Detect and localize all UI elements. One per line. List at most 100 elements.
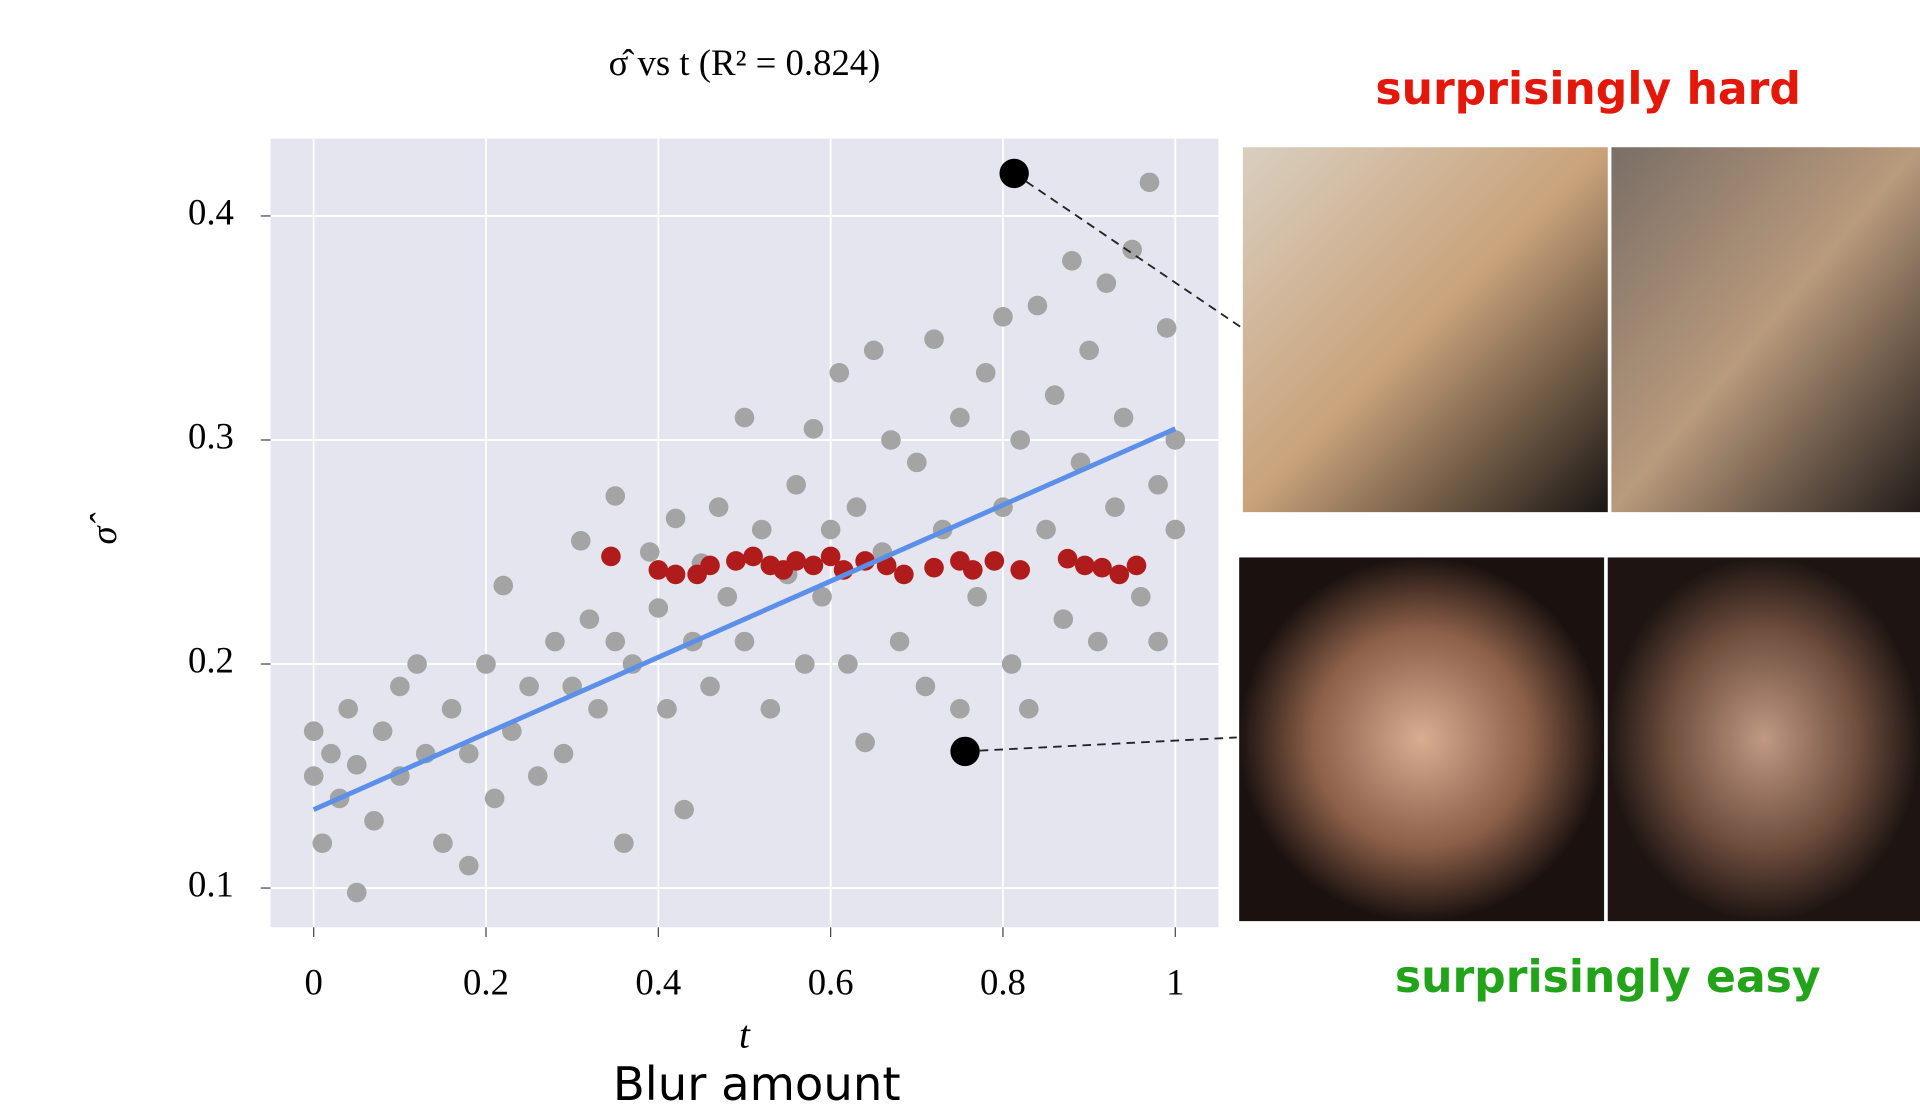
point [846, 497, 867, 517]
point [303, 721, 324, 742]
connector [965, 736, 1237, 753]
point [614, 833, 634, 854]
point [820, 519, 841, 540]
point [1148, 631, 1168, 652]
point [476, 654, 496, 674]
y-tick-label: 0.3 [188, 415, 234, 456]
face-photo [1242, 147, 1608, 513]
point [1087, 631, 1108, 652]
point [786, 551, 806, 571]
highlight-point [950, 736, 980, 767]
point [346, 755, 367, 775]
point [924, 557, 944, 578]
point [1010, 430, 1030, 450]
point [553, 743, 574, 764]
point [838, 654, 858, 674]
point [829, 362, 850, 383]
point [441, 699, 462, 719]
point [458, 855, 479, 876]
point [751, 519, 772, 540]
x-tick-label: 0.2 [463, 961, 509, 1002]
point [1165, 430, 1186, 450]
point [700, 676, 720, 697]
point [433, 833, 453, 854]
point [665, 564, 686, 585]
point [570, 531, 591, 551]
point [975, 362, 996, 383]
point [346, 882, 367, 903]
point [950, 407, 970, 428]
point [1156, 318, 1177, 338]
point [545, 631, 565, 652]
point [924, 329, 944, 349]
point [1036, 519, 1056, 540]
y-axis-label: σ̂ [83, 512, 124, 544]
plot-area [270, 138, 1219, 928]
point [657, 699, 677, 719]
point [1122, 239, 1143, 260]
caption: Blur amount [613, 1057, 901, 1110]
point [1109, 564, 1130, 585]
point [648, 598, 669, 618]
point [993, 306, 1013, 327]
point [708, 497, 729, 517]
point [1092, 557, 1112, 578]
point [312, 833, 333, 854]
point [579, 609, 600, 630]
point [1096, 273, 1117, 293]
point [950, 699, 970, 719]
point [795, 654, 815, 674]
point [820, 546, 841, 567]
x-tick-label: 0.6 [808, 961, 854, 1002]
point [734, 631, 755, 652]
point [894, 564, 914, 585]
point [1126, 555, 1147, 576]
point [665, 508, 686, 529]
x-tick-label: 0.8 [980, 961, 1026, 1002]
point [812, 587, 832, 607]
annotation: surprisingly hard [1375, 64, 1801, 115]
point [601, 546, 621, 567]
point [803, 418, 824, 439]
point [984, 551, 1005, 571]
point [726, 551, 746, 571]
point [519, 676, 539, 697]
point [1053, 609, 1074, 630]
point [648, 560, 669, 580]
highlight-point [999, 158, 1029, 189]
point [605, 631, 626, 652]
point [527, 766, 548, 786]
face-photo-blurred [1607, 557, 1920, 922]
point [390, 676, 410, 697]
point [734, 407, 755, 428]
point [803, 555, 824, 576]
point [1148, 474, 1168, 495]
fit-line [312, 426, 1177, 812]
point [484, 788, 505, 809]
x-axis-label: t [739, 1014, 751, 1057]
point [717, 587, 738, 607]
y-tick-label: 0.1 [188, 863, 234, 904]
point [1165, 519, 1186, 540]
point [1105, 497, 1125, 517]
point [915, 676, 936, 697]
face-photo [1239, 557, 1605, 922]
point [588, 699, 608, 719]
x-tick-label: 0 [305, 961, 323, 1002]
x-tick-label: 1 [1166, 961, 1184, 1002]
point [1001, 654, 1022, 674]
point [458, 743, 479, 764]
point [1019, 699, 1039, 719]
point [1139, 172, 1160, 193]
point [338, 699, 358, 719]
point [967, 587, 987, 607]
point [1044, 385, 1065, 405]
point [1075, 555, 1095, 576]
point [1010, 560, 1030, 580]
point [605, 486, 626, 506]
point [1027, 295, 1048, 316]
y-tick-label: 0.4 [188, 191, 234, 232]
point [1079, 340, 1099, 361]
